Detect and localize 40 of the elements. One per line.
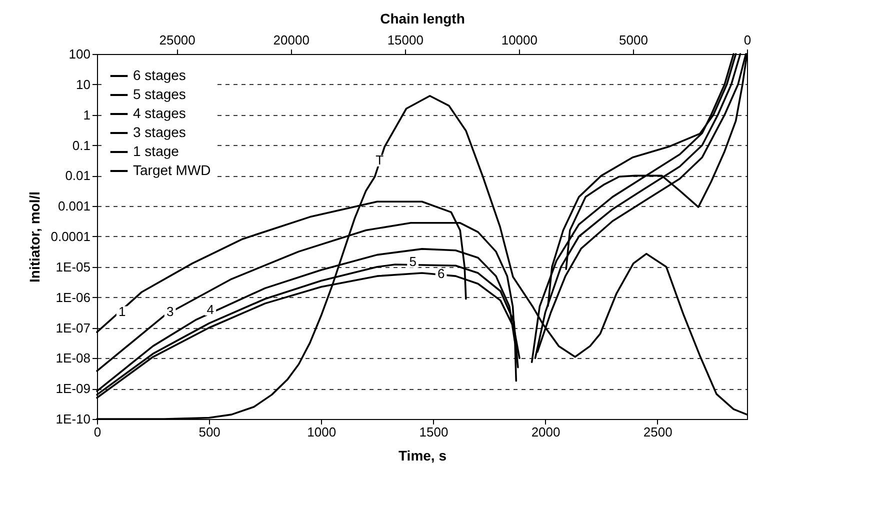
annotation: T [376,152,384,168]
y-tick-label: 1E-09 [56,381,90,396]
x2-tick-label: 10000 [501,32,538,48]
y-tick-label: 0.1 [72,138,90,153]
annotation: 3 [166,304,174,319]
annotation: 5 [409,254,416,270]
annotation: 4 [206,302,214,317]
x-tick-label: 500 [198,424,220,440]
y-tick-label: 1E-08 [56,350,90,366]
legend-label: 3 stages [133,124,186,140]
y-tick-label: 0.001 [58,198,90,214]
y-tick-label: 1E-06 [56,290,90,305]
x-tick-label: 0 [94,424,102,440]
y-tick-label: 1E-05 [56,259,90,274]
legend-label: 4 stages [133,105,186,121]
legend-label: 6 stages [133,67,186,83]
x-tick-label: 2000 [531,424,560,440]
x-tick-label: 1000 [307,424,336,440]
y-tick-label: 100 [68,46,90,62]
x2-tick-label: 25000 [159,32,196,48]
y-tick-label: 1 [83,107,90,122]
x2-tick-label: 20000 [273,32,310,48]
x2-axis-title: Chain length [380,10,465,26]
x-tick-label: 1500 [419,424,448,440]
x2-tick-label: 5000 [619,32,648,48]
x2-tick-label: 0 [744,32,752,48]
y-tick-label: 0.01 [65,168,90,184]
y-tick-label: 1E-07 [56,320,90,336]
x-tick-label: 2500 [643,424,672,440]
y-axis-title: Initiator, mol/l [26,191,43,283]
y-tick-label: 10 [76,76,90,92]
x-axis-title: Time, s [398,448,447,464]
y-tick-label: 1E-10 [56,412,90,426]
annotation: 1 [118,304,126,319]
annotation: 6 [437,266,445,281]
legend-label: 1 stage [133,143,180,159]
legend-label: 5 stages [133,86,186,102]
x2-tick-label: 15000 [387,32,424,48]
legend-label: Target MWD [133,162,211,178]
y-tick-label: 0.0001 [50,229,90,244]
